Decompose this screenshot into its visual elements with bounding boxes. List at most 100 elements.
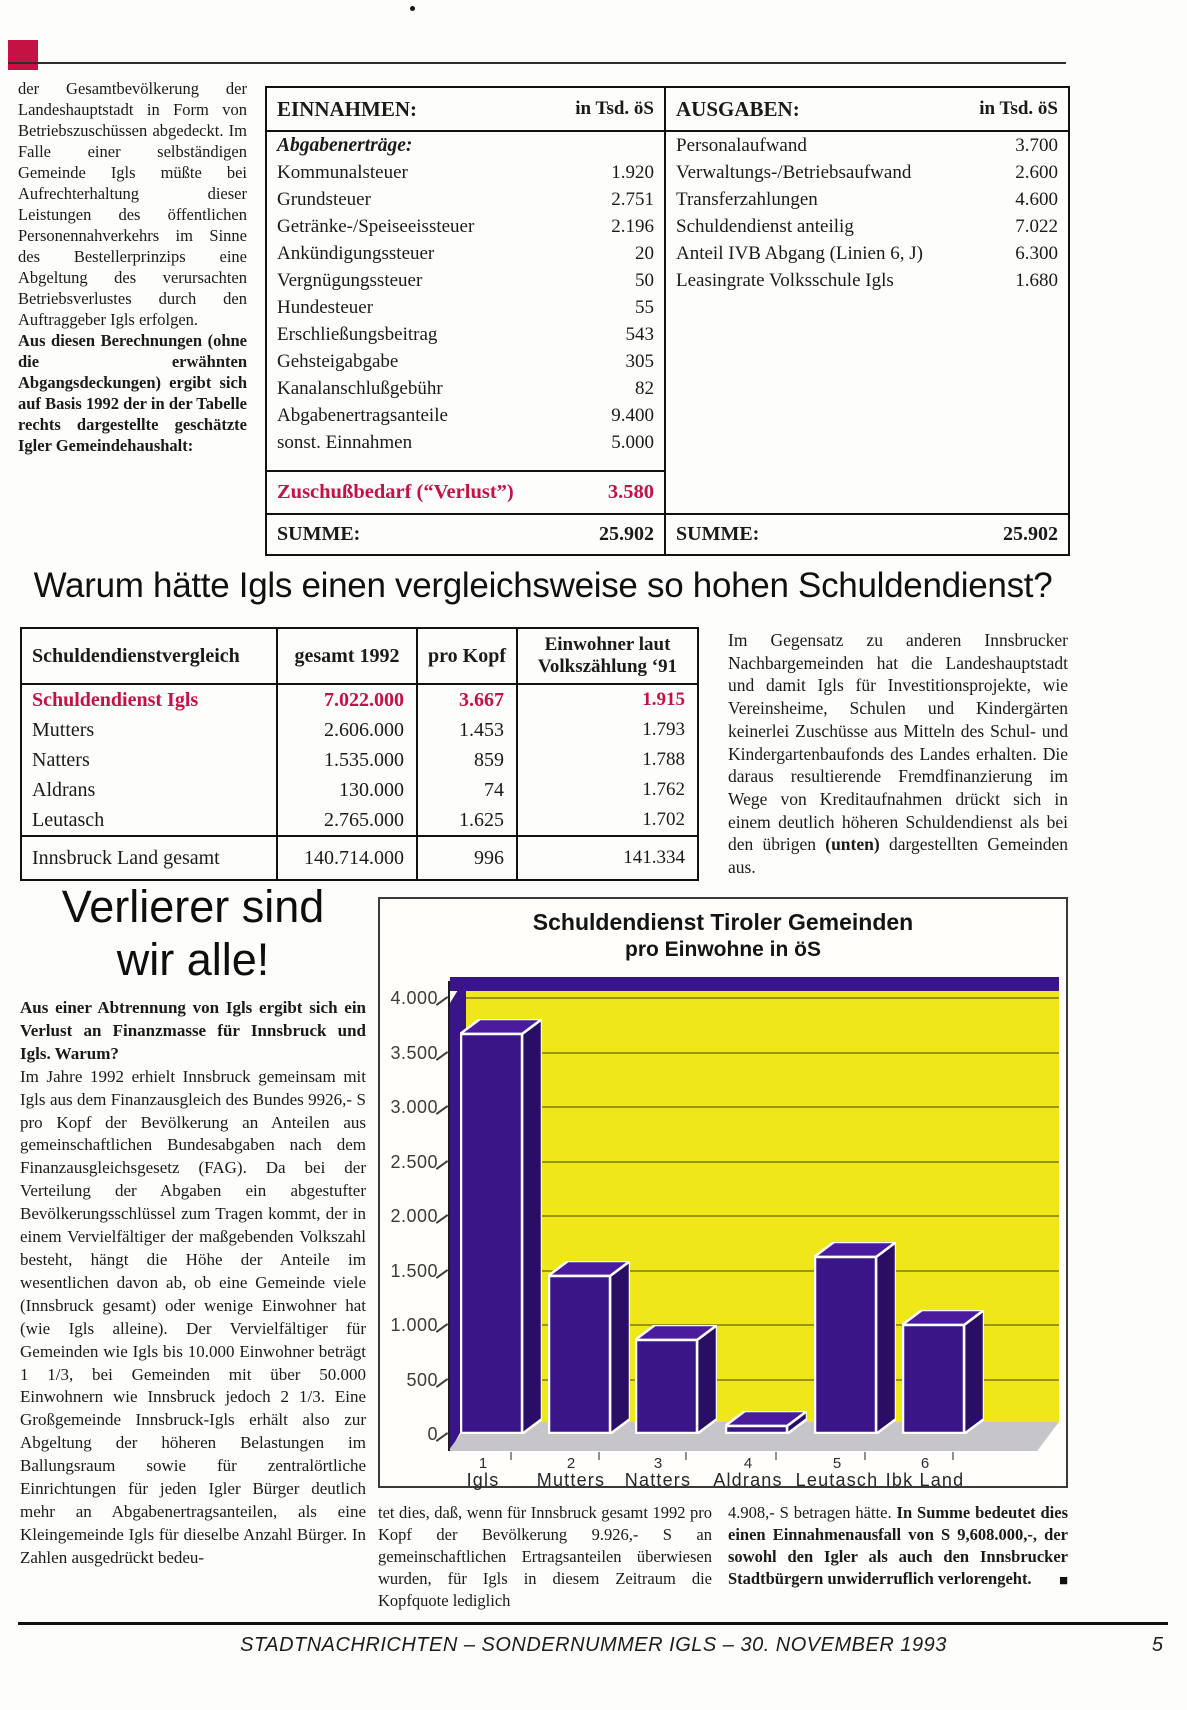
row-value: 4.600 xyxy=(1015,189,1058,210)
row-value: 55 xyxy=(635,297,654,318)
row-label: Erschließungsbeitrag xyxy=(277,324,438,345)
row-label: Ankündigungssteuer xyxy=(277,243,435,264)
x-axis-tick-mark xyxy=(510,1452,512,1460)
article-end-mark: ■ xyxy=(1058,1573,1068,1589)
row-value: 6.300 xyxy=(1015,243,1058,264)
y-axis-tick-label: 3.500 xyxy=(390,1042,438,1063)
comparison-total-row: Innsbruck Land gesamt 140.714.000 996 14… xyxy=(22,835,697,879)
total-pro-kopf: 996 xyxy=(418,837,518,879)
budget-table: EINNAHMEN: in Tsd. öS Abgabenerträge: Ko… xyxy=(265,86,1070,556)
chart-bar-mutters xyxy=(544,1258,634,1439)
ausgaben-header: AUSGABEN: in Tsd. öS xyxy=(666,88,1068,132)
row-label: Getränke-/Speiseeissteuer xyxy=(277,216,475,237)
einnahmen-row: Getränke-/Speiseeissteuer 2.196 xyxy=(267,213,664,240)
right-text-column: Im Gegensatz zu anderen Innsbrucker Nach… xyxy=(728,629,1068,879)
einnahmen-row: Ankündigungssteuer 20 xyxy=(267,240,664,267)
x-axis-category-number: 4 xyxy=(743,1455,753,1472)
total-gesamt: 140.714.000 xyxy=(278,837,418,879)
row-label: Leutasch xyxy=(22,805,278,835)
left-article-column: Aus einer Abtrennung von Igls ergibt sic… xyxy=(20,997,366,1570)
bar-3d-glyph xyxy=(456,1016,546,1437)
row-label: Gehsteigabgabe xyxy=(277,351,399,372)
row-label: Leasingrate Volksschule Igls xyxy=(676,270,894,291)
row-label: Aldrans xyxy=(22,775,278,805)
bottom-right-column: 4.908,- S betragen hätte. In Summe bedeu… xyxy=(728,1502,1068,1590)
chart-y-axis xyxy=(448,981,450,1451)
row-label: Abgabenertragsanteile xyxy=(277,405,448,426)
row-pro-kopf: 1.625 xyxy=(418,805,518,835)
einnahmen-row: Vergnügungssteuer 50 xyxy=(267,267,664,294)
row-label: Kommunalsteuer xyxy=(277,162,408,183)
x-axis-category-label: Mutters xyxy=(536,1470,606,1490)
bar-3d-glyph xyxy=(810,1239,900,1437)
row-value: 2.600 xyxy=(1015,162,1058,183)
chart-gridline xyxy=(466,997,1059,999)
comparison-row: Natters 1.535.000 859 1.788 xyxy=(22,745,697,775)
red-corner-square xyxy=(8,40,38,70)
row-label: Grundsteuer xyxy=(277,189,371,210)
x-axis-category-number: 3 xyxy=(653,1455,663,1472)
row-value: 20 xyxy=(635,243,654,264)
row-einwohner: 1.788 xyxy=(642,749,685,770)
einnahmen-row: Kanalanschlußgebühr 82 xyxy=(267,375,664,402)
y-axis-tick-label: 500 xyxy=(406,1369,438,1390)
x-axis-category-label: Leutasch xyxy=(795,1470,879,1490)
chart-gridline xyxy=(466,1215,1059,1217)
article-bold-intro: Aus einer Abtrennung von Igls ergibt sic… xyxy=(20,998,366,1063)
y-axis-tick-label: 4.000 xyxy=(390,988,438,1008)
einnahmen-rows: Kommunalsteuer 1.920 Grundsteuer 2.751 Geträ… xyxy=(267,159,664,456)
row-value: 1.680 xyxy=(1015,270,1058,291)
comparison-table: Schuldendienstvergleich gesamt 1992 pro … xyxy=(20,627,699,881)
x-axis-tick-mark xyxy=(775,1452,777,1460)
comparison-table-body: Schuldendienst Igls 7.022.000 3.667 1.915 Mu… xyxy=(22,685,697,835)
secondary-headline-line1: Verlierer sind xyxy=(61,881,325,932)
row-value: 5.000 xyxy=(611,432,654,453)
comparison-row: Aldrans 130.000 74 1.762 xyxy=(22,775,697,805)
einnahmen-title: EINNAHMEN: xyxy=(277,96,417,121)
bottom-middle-column: tet dies, daß, wenn für Innsbruck gesamt… xyxy=(378,1503,712,1610)
row-label: Anteil IVB Abgang (Linien 6, J) xyxy=(676,243,923,264)
einnahmen-row: Grundsteuer 2.751 xyxy=(267,186,664,213)
total-einwohner: 141.334 xyxy=(623,847,685,868)
x-axis-category-label: Ibk Land xyxy=(885,1470,965,1490)
row-label: Natters xyxy=(22,745,278,775)
row-pro-kopf: 859 xyxy=(418,745,518,775)
y-axis-tick-label: 2.500 xyxy=(390,1151,438,1172)
ausgaben-unit: in Tsd. öS xyxy=(979,98,1058,119)
row-label: Schuldendienst anteilig xyxy=(676,216,854,237)
bar-3d-glyph xyxy=(544,1258,634,1437)
row-pro-kopf: 74 xyxy=(418,775,518,805)
row-value: 2.751 xyxy=(611,189,654,210)
chart-gridline xyxy=(466,1106,1059,1108)
row-label: Kanalanschlußgebühr xyxy=(277,378,443,399)
x-axis-category-label: Aldrans xyxy=(713,1470,783,1490)
ausgaben-sum-value: 25.902 xyxy=(1003,523,1058,545)
ausgaben-row: Transferzahlungen 4.600 xyxy=(666,186,1068,213)
col-header-vergleich: Schuldendienstvergleich xyxy=(22,629,278,683)
intro-text-bold: Aus diesen Berechnungen (ohne die erwähn… xyxy=(18,331,247,455)
einnahmen-row: Kommunalsteuer 1.920 xyxy=(267,159,664,186)
ausgaben-sum-row: SUMME: 25.902 xyxy=(666,513,1068,554)
row-value: 2.196 xyxy=(611,216,654,237)
decorative-dot xyxy=(410,6,415,11)
secondary-headline-line2: wir alle! xyxy=(116,934,270,985)
col-header-gesamt: gesamt 1992 xyxy=(278,629,418,683)
row-value: 9.400 xyxy=(611,405,654,426)
einnahmen-column: EINNAHMEN: in Tsd. öS Abgabenerträge: Ko… xyxy=(267,88,666,554)
comparison-row: Mutters 2.606.000 1.453 1.793 xyxy=(22,715,697,745)
bar-chart: Schuldendienst Tiroler Gemeinden pro Ein… xyxy=(378,897,1068,1490)
row-value: 1.920 xyxy=(611,162,654,183)
deficit-row: Zuschußbedarf (“Verlust”) 3.580 xyxy=(267,470,664,513)
einnahmen-row: Hundesteuer 55 xyxy=(267,294,664,321)
intro-column: der Gesamtbevölkerung der Landeshauptsta… xyxy=(18,78,247,456)
footer-text: STADTNACHRICHTEN – SONDERNUMMER IGLS – 3… xyxy=(240,1634,947,1656)
row-gesamt: 7.022.000 xyxy=(278,685,418,715)
x-axis-category-number: 1 xyxy=(478,1455,488,1472)
right-col-text-2: dargestellten Gemeinden aus. xyxy=(728,834,1068,878)
chart-bar-ibk-land xyxy=(898,1307,988,1439)
chart-bar-aldrans xyxy=(721,1408,811,1439)
right-col-text-1: Im Gegensatz zu anderen Innsbrucker Nach… xyxy=(728,630,1068,855)
row-value: 82 xyxy=(635,378,654,399)
x-axis-category-number: 5 xyxy=(832,1455,842,1472)
right-col-text-bold: (unten) xyxy=(825,834,880,855)
